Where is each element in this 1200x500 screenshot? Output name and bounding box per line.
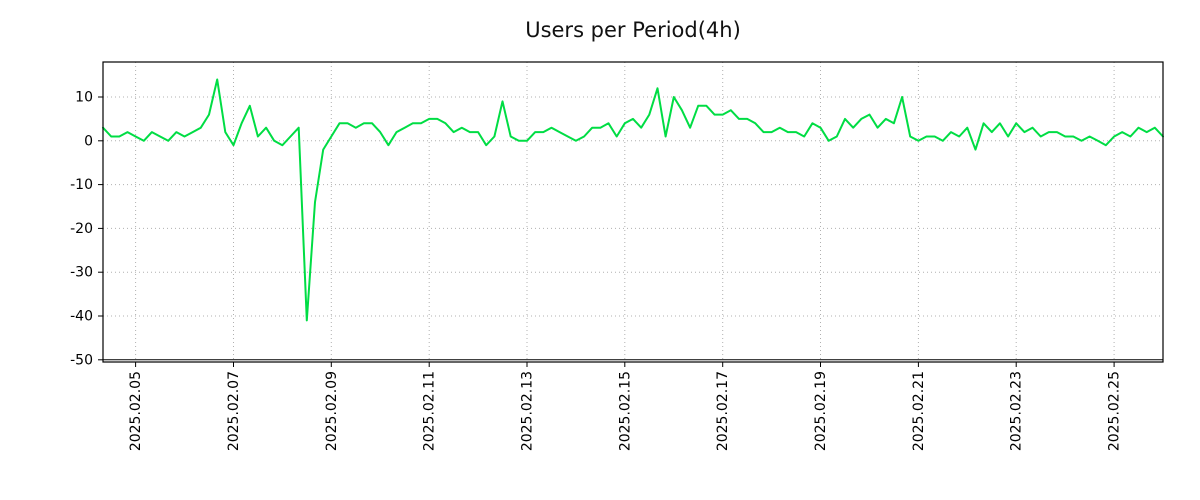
y-tick-label: 10 [75, 89, 93, 105]
x-tick-label: 2025.02.13 [519, 371, 535, 451]
x-tick-label: 2025.02.09 [324, 371, 340, 451]
y-tick-label: -30 [70, 265, 93, 281]
x-tick-label: 2025.02.11 [422, 371, 438, 451]
x-tick-label: 2025.02.25 [1107, 371, 1123, 451]
x-tick-label: 2025.02.15 [617, 371, 633, 451]
y-tick-label: -40 [70, 308, 93, 324]
y-tick-label: -50 [70, 352, 93, 368]
y-tick-label: 0 [84, 133, 93, 149]
y-tick-label: -20 [70, 221, 93, 237]
chart-title: Users per Period(4h) [525, 18, 741, 42]
x-tick-label: 2025.02.19 [813, 371, 829, 451]
x-tick-label: 2025.02.05 [128, 371, 144, 451]
plot-frame [102, 61, 1164, 363]
x-tick-label: 2025.02.23 [1009, 371, 1025, 451]
x-tick-label: 2025.02.17 [715, 371, 731, 451]
data-line-users [102, 78, 1164, 322]
y-tick-label: -10 [70, 177, 93, 193]
x-tick-label: 2025.02.07 [226, 371, 242, 451]
x-tick-label: 2025.02.21 [911, 371, 927, 451]
